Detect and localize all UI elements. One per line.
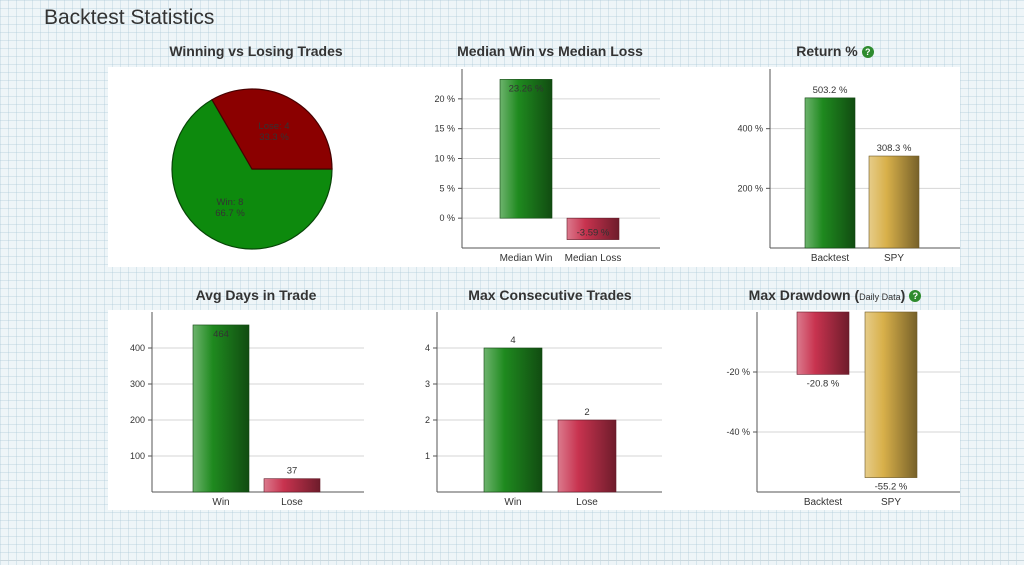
data-label: 503.2 % (813, 85, 848, 96)
bar (499, 79, 553, 219)
bar (864, 311, 918, 478)
x-tick-label: Lose (576, 497, 598, 508)
y-tick-label: 200 (130, 415, 145, 425)
data-label: 308.3 % (877, 143, 912, 154)
y-tick-label: 2 (425, 415, 430, 425)
y-tick-label: 400 % (737, 124, 763, 134)
win-lose-pie-chart: Win: 866.7 % Lose: 433.3 % (171, 88, 333, 250)
x-tick-label: Backtest (811, 253, 850, 264)
return-bar-chart: 200 % 400 % 503.2 % Backtest 308.3 % SPY (737, 69, 960, 264)
drawdown-title: Max Drawdown (Daily Data)? (710, 287, 960, 303)
data-label: 23.26 % (509, 83, 544, 94)
drawdown-title-note: Daily Data (859, 292, 901, 302)
x-tick-label: Lose (281, 497, 303, 508)
slice-label: Win: 8 (217, 197, 244, 208)
y-tick-label: 10 % (434, 154, 455, 164)
median-bar-chart: 0 % 5 % 10 % 15 % 20 % 23.26 % Median Win -3.59… (434, 69, 660, 264)
y-tick-label: 5 % (439, 183, 455, 193)
data-label: 2 (584, 407, 589, 418)
data-label: 4 (510, 335, 515, 346)
consecutive-title: Max Consecutive Trades (468, 287, 632, 303)
slice-label: Lose: 4 (258, 121, 289, 132)
data-label: -55.2 % (875, 482, 908, 493)
y-tick-label: 15 % (434, 124, 455, 134)
days-title: Avg Days in Trade (195, 287, 317, 303)
x-tick-label: Backtest (804, 497, 843, 508)
drawdown-title-end: ) (900, 287, 906, 303)
slice-percent-label: 33.3 % (259, 132, 289, 143)
bar (557, 419, 617, 493)
slice-percent-label: 66.7 % (215, 208, 245, 219)
y-tick-label: 300 (130, 379, 145, 389)
win-lose-title: Winning vs Losing Trades (169, 43, 343, 59)
data-label: -20.8 % (807, 378, 840, 389)
x-tick-label: Median Win (500, 253, 553, 264)
x-tick-label: Win (212, 497, 229, 508)
bar (263, 478, 321, 493)
y-tick-label: 100 (130, 451, 145, 461)
x-tick-label: SPY (884, 253, 904, 264)
bar (483, 347, 543, 493)
y-tick-label: 20 % (434, 94, 455, 104)
bar (804, 97, 856, 249)
drawdown-title-text: Max Drawdown ( (748, 287, 860, 303)
y-tick-label: 200 % (737, 183, 763, 193)
y-tick-label: -20 % (726, 367, 750, 377)
footer-divider (0, 560, 1024, 561)
median-title: Median Win vs Median Loss (457, 43, 643, 59)
y-tick-label: 3 (425, 379, 430, 389)
y-tick-label: 0 % (439, 213, 455, 223)
help-icon[interactable]: ? (861, 46, 874, 59)
page-title: Backtest Statistics (44, 6, 215, 29)
consecutive-bar-chart: 1 2 3 4 4 Win 2 Lose (425, 312, 662, 508)
return-title: Return %? (710, 43, 960, 59)
drawdown-bar-chart: -20 % -40 % -20.8 % Backtest -55.2 % SPY (726, 311, 960, 508)
x-tick-label: Median Loss (565, 253, 622, 264)
data-label: 464 (213, 329, 229, 340)
bar (868, 155, 920, 249)
data-label: -3.59 % (577, 228, 610, 239)
days-bar-chart: 100 200 300 400 464 Win 37 Lose (130, 312, 364, 508)
y-tick-label: 1 (425, 451, 430, 461)
x-tick-label: SPY (881, 497, 901, 508)
bar (192, 324, 250, 493)
y-tick-label: 4 (425, 343, 430, 353)
y-tick-label: 400 (130, 343, 145, 353)
pie-slice (171, 98, 333, 250)
return-title-text: Return % (796, 43, 858, 59)
y-tick-label: -40 % (726, 427, 750, 437)
x-tick-label: Win (504, 497, 521, 508)
bar (796, 311, 850, 375)
data-label: 37 (287, 466, 298, 477)
pie-slice (211, 88, 333, 170)
help-icon[interactable]: ? (909, 290, 922, 303)
bar (566, 217, 620, 240)
